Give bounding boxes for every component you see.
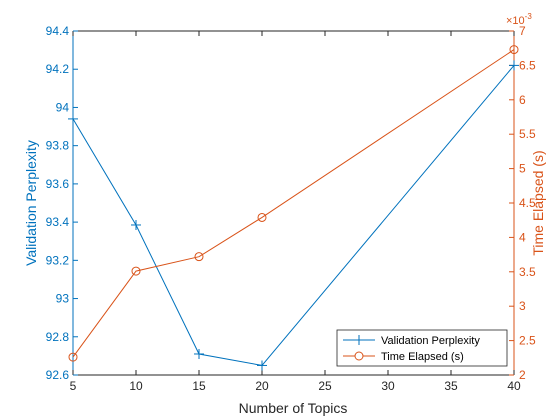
y-left-tick-label: 94.4	[46, 24, 70, 38]
y-right-tick-label: 4.5	[519, 196, 536, 210]
x-tick-label: 25	[318, 379, 332, 393]
x-tick-label: 35	[444, 379, 458, 393]
y-right-tick-label: 4	[519, 230, 526, 244]
legend-entry-label: Time Elapsed (s)	[381, 351, 464, 363]
y-right-tick-label: 2.5	[519, 334, 536, 348]
series-layer	[68, 45, 519, 371]
plus-marker	[68, 113, 78, 124]
legend-circle	[354, 351, 364, 361]
legend-entry-label: Validation Perplexity	[381, 335, 480, 347]
legend: Validation Perplexity Time Elapsed (s)	[336, 329, 508, 367]
x-tick-label: 15	[192, 379, 206, 393]
exponent-power: -3	[525, 12, 533, 21]
exponent-base: ×10	[506, 15, 525, 27]
circle-marker	[68, 352, 78, 362]
circle-marker	[509, 45, 519, 55]
y-left-tick-label: 93	[56, 292, 70, 306]
x-tick-label: 30	[381, 379, 395, 393]
plus-marker	[194, 348, 204, 359]
y-right-tick-label: 3.5	[519, 265, 536, 279]
y-right-tick-label: 6.5	[519, 58, 536, 72]
y-left-tick-label: 93.2	[46, 253, 70, 267]
legend-box	[336, 329, 508, 367]
y-left-tick-label: 94	[56, 100, 70, 114]
y-right-tick-label: 5	[519, 162, 526, 176]
circle-marker	[257, 212, 267, 222]
x-tick-label: 20	[255, 379, 269, 393]
y-right-tick-label: 6	[519, 93, 526, 107]
x-tick-label: 10	[129, 379, 143, 393]
series-validation-perplexity	[68, 60, 519, 371]
svg-text:×10-3: ×10-3	[506, 12, 532, 27]
plus-marker	[509, 60, 519, 71]
y-left-tick-label: 93.8	[46, 139, 70, 153]
y-left-tick-label: 93.4	[46, 215, 70, 229]
y-right-tick-label: 7	[519, 24, 526, 38]
y-left-tick-label: 94.2	[46, 62, 70, 76]
plot-area	[73, 31, 514, 375]
axes: 5 10 15 20 25 30 35 4092.692.89393.293.493.693.…	[46, 24, 536, 393]
y-left-tick-label: 92.6	[46, 368, 70, 382]
y-left-tick-label: 92.8	[46, 330, 70, 344]
plus-marker	[257, 360, 267, 371]
y-right-axis-label: Time Elapsed (s)	[530, 150, 546, 255]
series-time-elapsed	[68, 45, 519, 362]
y-right-tick-label: 5.5	[519, 127, 536, 141]
y-right-tick-label: 2	[519, 368, 526, 382]
y-right-tick-label: 3	[519, 299, 526, 313]
x-tick-label: 5	[70, 379, 77, 393]
x-axis-label: Number of Topics	[239, 400, 348, 416]
circle-marker	[131, 266, 141, 276]
right-axis-exponent: ×10-3	[506, 12, 532, 27]
series-line	[72, 49, 515, 358]
x-tick-label: 40	[507, 379, 521, 393]
y-left-axis-label: Validation Perplexity	[23, 140, 39, 266]
y-left-tick-label: 93.6	[46, 177, 70, 191]
plus-marker	[131, 219, 141, 230]
circle-marker	[194, 252, 204, 262]
